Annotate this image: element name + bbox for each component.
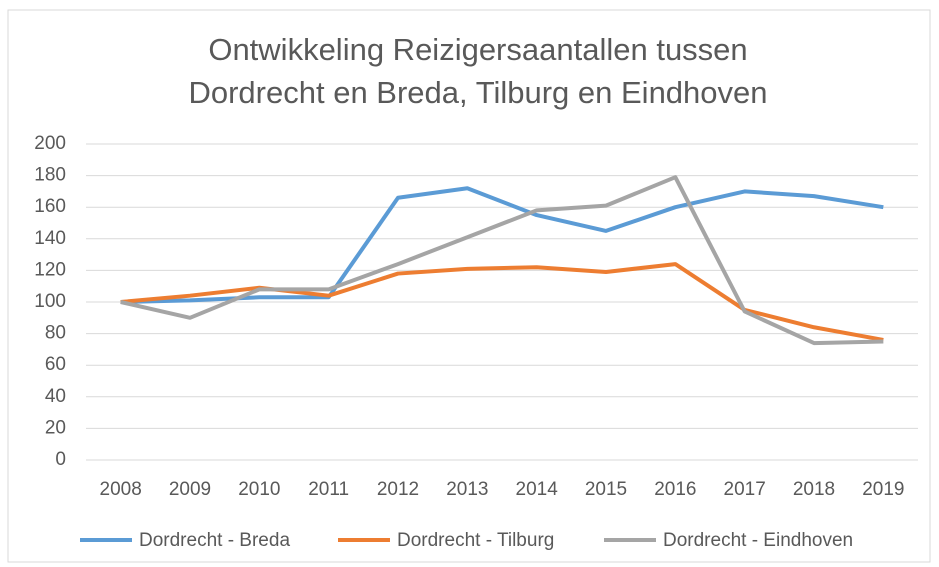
- y-tick-label: 20: [45, 417, 66, 438]
- x-tick-label: 2014: [516, 479, 559, 500]
- y-tick-label: 100: [34, 291, 66, 312]
- y-tick-label: 160: [34, 196, 66, 217]
- line-series: [120, 186, 884, 304]
- x-tick-label: 2011: [308, 479, 349, 500]
- y-tick-label: 60: [45, 354, 66, 375]
- x-tick-label: 2013: [446, 479, 488, 500]
- x-tick-label: 2019: [862, 479, 904, 500]
- x-tick-label: 2018: [793, 479, 835, 500]
- y-tick-label: 0: [55, 449, 66, 470]
- legend-label: Dordrecht - Eindhoven: [663, 530, 853, 551]
- y-tick-label: 40: [45, 386, 66, 407]
- y-tick-label: 200: [34, 133, 66, 154]
- x-tick-label: 2016: [654, 479, 696, 500]
- line-series: [120, 175, 884, 346]
- x-tick-label: 2017: [724, 479, 766, 500]
- chart-title: Dordrecht en Breda, Tilburg en Eindhoven: [188, 75, 767, 110]
- x-tick-label: 2012: [377, 479, 419, 500]
- y-tick-label: 180: [34, 165, 66, 186]
- legend-label: Dordrecht - Tilburg: [397, 530, 554, 551]
- x-tick-label: 2015: [585, 479, 627, 500]
- line-series: [120, 262, 884, 342]
- y-tick-label: 80: [45, 323, 66, 344]
- x-tick-label: 2008: [100, 479, 142, 500]
- x-tick-label: 2010: [238, 479, 280, 500]
- x-tick-label: 2009: [169, 479, 211, 500]
- chart-title: Ontwikkeling Reizigersaantallen tussen: [208, 32, 747, 67]
- legend-label: Dordrecht - Breda: [139, 530, 290, 551]
- chart-border: [7, 9, 931, 563]
- y-tick-label: 140: [34, 228, 66, 249]
- y-tick-label: 120: [34, 259, 66, 280]
